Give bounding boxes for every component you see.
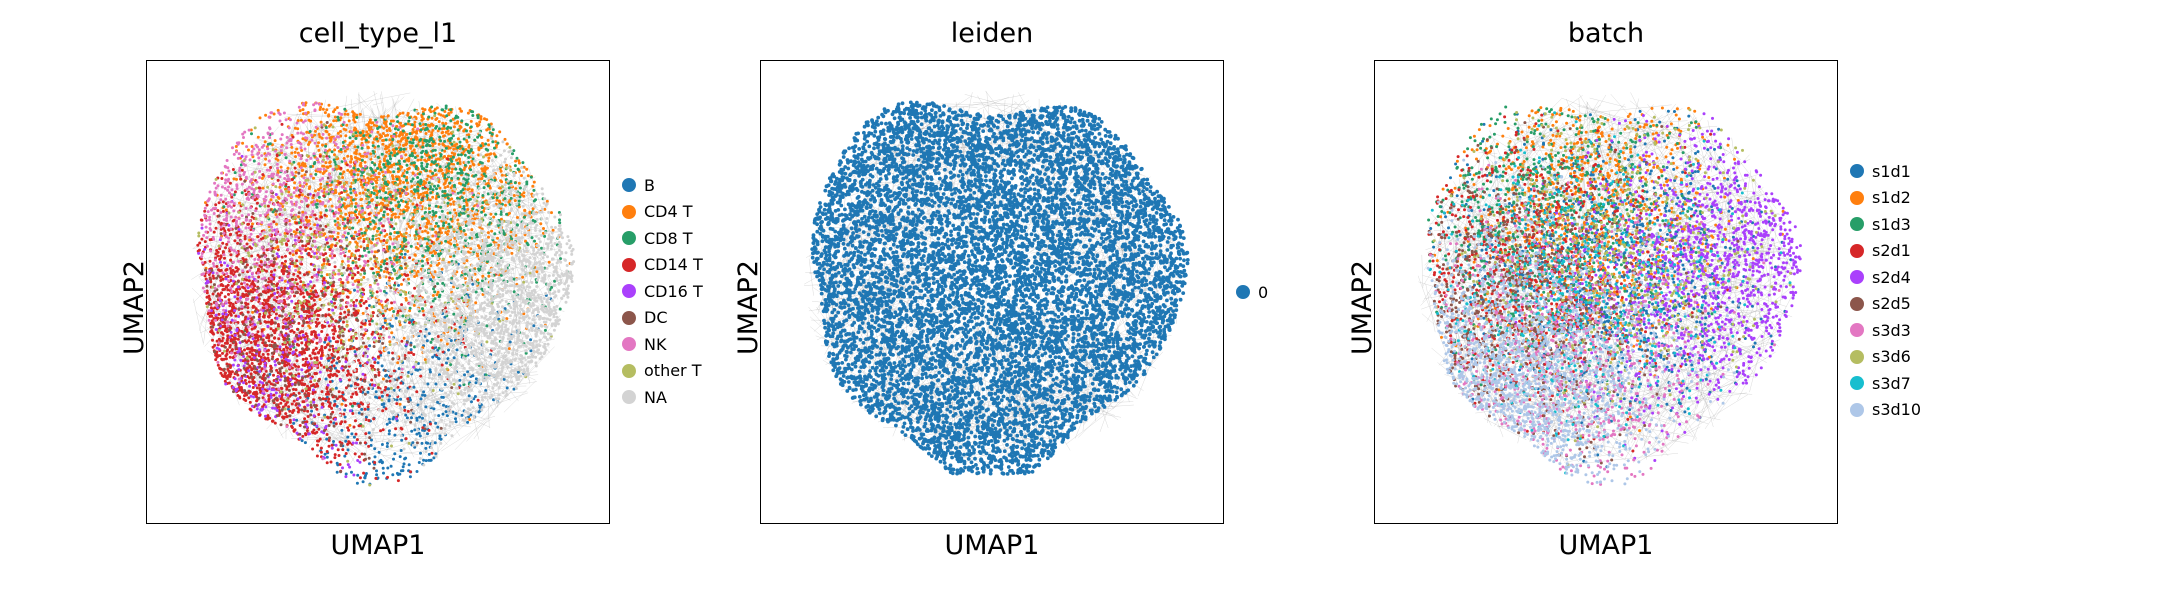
legend-marker (1850, 217, 1864, 232)
legend-item: CD14 T (622, 252, 703, 279)
legend-item: s1d3 (1850, 211, 1921, 238)
legend-marker (1850, 296, 1864, 311)
x-axis-label: UMAP1 (146, 530, 610, 561)
panel-batch: batch UMAP1 UMAP2 s1d1 s1d2 s1d3 s2d1 s2d4 s2… (1228, 0, 1952, 600)
legend-label: NK (644, 335, 666, 354)
legend-label: s3d6 (1872, 347, 1911, 366)
chart-title: leiden (760, 18, 1224, 49)
legend-item: CD4 T (622, 199, 703, 226)
scatter-svg (191, 91, 576, 487)
legend-item: s3d10 (1850, 397, 1921, 424)
legend-marker (1850, 376, 1864, 391)
legend-label: s1d1 (1872, 162, 1911, 181)
legend-item: s2d4 (1850, 264, 1921, 291)
legend-item: other T (622, 358, 703, 385)
legend-item: s2d5 (1850, 291, 1921, 318)
legend-label: s3d3 (1872, 321, 1911, 340)
legend-item: s3d7 (1850, 370, 1921, 397)
legend-marker (622, 337, 636, 352)
legend: s1d1 s1d2 s1d3 s2d1 s2d4 s2d5 s3d3 s3d6 s3d7 s3d1… (1850, 158, 1921, 423)
scatter-svg (804, 90, 1190, 476)
scatter-svg (1417, 92, 1802, 486)
y-axis-label: UMAP2 (733, 260, 764, 355)
legend-label: DC (644, 308, 668, 327)
legend-item: CD16 T (622, 278, 703, 305)
legend-marker (1850, 164, 1864, 179)
legend-label: s3d10 (1872, 400, 1921, 419)
legend: 0 (1236, 279, 1268, 306)
y-axis-label: UMAP2 (1347, 260, 1378, 355)
legend-marker (1850, 243, 1864, 258)
series-0 (810, 100, 1190, 476)
legend-item: s1d2 (1850, 185, 1921, 212)
legend-marker (622, 204, 636, 219)
legend-item: NA (622, 384, 703, 411)
legend-marker (1850, 349, 1864, 364)
legend-marker (1850, 190, 1864, 205)
x-axis-label: UMAP1 (760, 530, 1224, 561)
legend-label: NA (644, 388, 667, 407)
legend-label: s1d2 (1872, 188, 1911, 207)
legend-marker (622, 257, 636, 272)
legend-label: s3d7 (1872, 374, 1911, 393)
legend-marker (1850, 402, 1864, 417)
legend: B CD4 T CD8 T CD14 T CD16 T DC NK other T NA (622, 172, 703, 411)
legend-marker (622, 363, 636, 378)
legend-marker (1236, 285, 1250, 300)
legend-item: B (622, 172, 703, 199)
panel-cell-type: cell_type_l1 UMAP1 UMAP2 B CD4 T CD8 T CD14… (0, 0, 724, 600)
legend-marker (622, 310, 636, 325)
legend-item: DC (622, 305, 703, 332)
legend-label: s2d5 (1872, 294, 1911, 313)
chart-title: cell_type_l1 (146, 18, 610, 49)
legend-marker (1850, 270, 1864, 285)
plot-area (146, 60, 610, 524)
legend-label: B (644, 176, 655, 195)
legend-label: other T (644, 361, 701, 380)
legend-item: s2d1 (1850, 238, 1921, 265)
legend-label: s2d1 (1872, 241, 1911, 260)
series-nk (200, 101, 480, 461)
chart-title: batch (1374, 18, 1838, 49)
plot-area (760, 60, 1224, 524)
legend-marker (622, 231, 636, 246)
legend-label: CD4 T (644, 202, 693, 221)
legend-item: s1d1 (1850, 158, 1921, 185)
legend-marker (622, 284, 636, 299)
legend-item: NK (622, 331, 703, 358)
legend-label: CD16 T (644, 282, 703, 301)
legend-marker (622, 178, 636, 193)
legend-label: CD8 T (644, 229, 693, 248)
legend-item: 0 (1236, 279, 1268, 306)
legend-marker (622, 390, 636, 405)
legend-label: s1d3 (1872, 215, 1911, 234)
legend-marker (1850, 323, 1864, 338)
x-axis-label: UMAP1 (1374, 530, 1838, 561)
y-axis-label: UMAP2 (119, 260, 150, 355)
panel-leiden: leiden UMAP1 UMAP2 0 (614, 0, 1338, 600)
legend-label: s2d4 (1872, 268, 1911, 287)
plot-area (1374, 60, 1838, 524)
legend-label: CD14 T (644, 255, 703, 274)
legend-label: 0 (1258, 283, 1268, 302)
series-s3d10 (1426, 158, 1752, 486)
legend-item: CD8 T (622, 225, 703, 252)
legend-item: s3d3 (1850, 317, 1921, 344)
series-na (234, 110, 576, 467)
legend-item: s3d6 (1850, 344, 1921, 371)
